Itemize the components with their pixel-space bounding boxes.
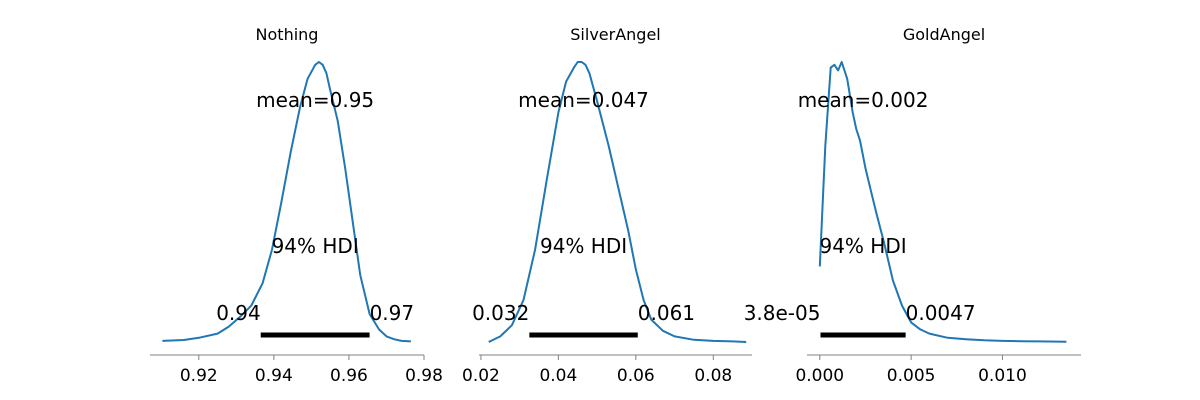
hdi-high-label: 0.061: [638, 301, 695, 325]
hdi-low-label: 0.032: [472, 301, 529, 325]
hdi-low-label: 3.8e-05: [744, 301, 821, 325]
x-tick-label: 0.98: [405, 366, 443, 386]
x-tick-label: 0.02: [462, 366, 500, 386]
hdi-high-label: 0.0047: [906, 301, 976, 325]
panel-title: GoldAngel: [903, 25, 985, 44]
density-curve: [162, 61, 411, 343]
hdi-low-label: 0.94: [216, 301, 261, 325]
hdi-label: 94% HDI: [819, 234, 906, 258]
mean-label: mean=0.047: [518, 88, 649, 112]
x-tick-label: 0.000: [795, 366, 844, 386]
panel-1: SilverAngel mean=0.047 94% HDI 0.032 0.061 0.…: [462, 25, 752, 386]
density-curve: [818, 61, 1067, 343]
x-tick-label: 0.08: [694, 366, 732, 386]
x-tick-label: 0.06: [617, 366, 655, 386]
hdi-label: 94% HDI: [272, 234, 359, 258]
x-tick-label: 0.010: [978, 366, 1027, 386]
x-tick-label: 0.04: [539, 366, 577, 386]
x-tick-label: 0.92: [180, 366, 218, 386]
x-tick-label: 0.96: [330, 366, 368, 386]
panel-title: SilverAngel: [570, 25, 660, 44]
x-tick-label: 0.005: [887, 366, 936, 386]
hdi-label: 94% HDI: [540, 234, 627, 258]
mean-label: mean=0.95: [256, 88, 374, 112]
panel-2: GoldAngel mean=0.002 94% HDI 3.8e-05 0.0047 0…: [744, 25, 1081, 386]
density-curve: [488, 61, 747, 343]
panel-0: Nothing mean=0.95 94% HDI 0.94 0.97 0.92 0.94 0…: [150, 25, 443, 386]
mean-label: mean=0.002: [798, 88, 929, 112]
panel-title: Nothing: [256, 25, 319, 44]
hdi-high-label: 0.97: [370, 301, 415, 325]
x-tick-label: 0.94: [255, 366, 293, 386]
